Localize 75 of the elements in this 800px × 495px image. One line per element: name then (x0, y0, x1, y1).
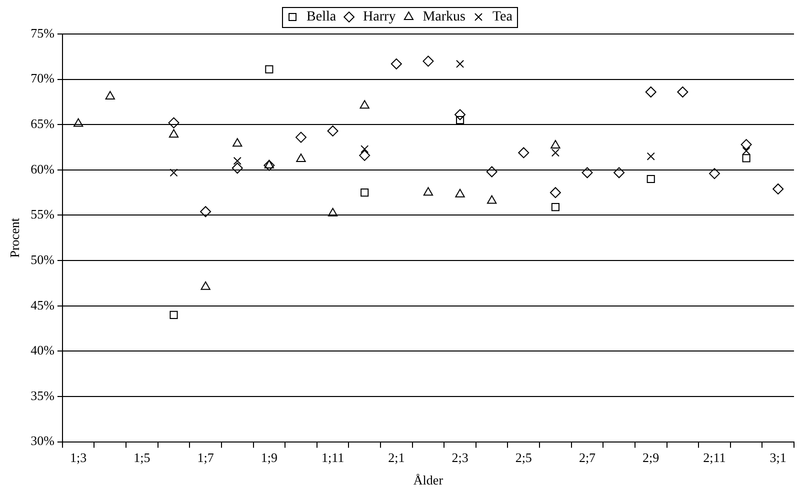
point (264, 160, 274, 168)
x-tick-label: 2;9 (642, 450, 660, 466)
point (74, 118, 84, 127)
point (265, 65, 274, 74)
legend-label: Tea (492, 10, 514, 25)
point (487, 195, 497, 204)
point (327, 125, 338, 136)
point (328, 208, 338, 216)
point (200, 206, 212, 218)
point (264, 160, 275, 171)
y-tick-label: 70% (30, 70, 55, 86)
point (422, 56, 434, 67)
point (456, 116, 464, 124)
point (296, 154, 306, 162)
x-axis-title: Ålder (413, 472, 444, 488)
y-tick-label: 75% (30, 25, 55, 40)
legend-label: Bella (306, 10, 337, 25)
point (677, 86, 688, 98)
point (390, 58, 402, 70)
y-tick-label: 40% (30, 342, 55, 358)
point (359, 150, 370, 161)
point (742, 146, 750, 155)
point (455, 188, 465, 198)
point (742, 154, 750, 162)
point (646, 174, 655, 184)
point (456, 60, 464, 68)
y-tick-label: 55% (30, 206, 55, 222)
y-tick-label: 30% (30, 433, 55, 448)
point (360, 100, 370, 109)
legend-label: Markus (422, 10, 466, 25)
point (168, 117, 180, 128)
point (170, 310, 178, 319)
point (646, 152, 655, 160)
x-tick-label: 1;5 (134, 450, 150, 466)
point (551, 148, 560, 157)
point (614, 167, 625, 178)
point (423, 187, 434, 196)
point (360, 145, 369, 154)
x-tick-label: 3;1 (770, 450, 786, 466)
y-tick-label: 50% (30, 252, 55, 267)
point (105, 91, 115, 100)
point (454, 109, 466, 120)
x-tick-label: 1;3 (70, 450, 87, 466)
x-tick-label: 2;3 (452, 450, 468, 466)
point (170, 168, 178, 177)
point (486, 166, 498, 178)
point (518, 147, 530, 158)
point (550, 140, 560, 148)
point (551, 203, 560, 212)
y-tick-label: 35% (30, 388, 55, 403)
point (550, 187, 561, 198)
point (645, 86, 656, 98)
point (232, 138, 242, 147)
x-tick-label: 2;1 (388, 450, 405, 466)
x-tick-label: 2;7 (578, 450, 596, 466)
x-tick-label: 2;5 (515, 450, 532, 466)
y-tick-label: 65% (30, 116, 55, 132)
y-tick-label: 45% (30, 297, 55, 312)
legend-label: Harry (363, 10, 396, 25)
point (168, 129, 179, 138)
x-tick-label: 2;11 (703, 450, 726, 466)
x-tick-label: 1;11 (321, 450, 344, 466)
point (582, 167, 593, 178)
point (232, 162, 243, 174)
point (295, 132, 306, 143)
x-tick-label: 1;9 (260, 450, 278, 466)
point (740, 139, 752, 150)
point (360, 188, 369, 197)
x-tick-label: 1;7 (197, 450, 214, 466)
point (708, 168, 720, 180)
y-axis-title: Procent (7, 218, 22, 258)
point (200, 281, 210, 290)
point (233, 156, 242, 165)
y-tick-label: 60% (30, 161, 55, 176)
point (772, 183, 784, 194)
